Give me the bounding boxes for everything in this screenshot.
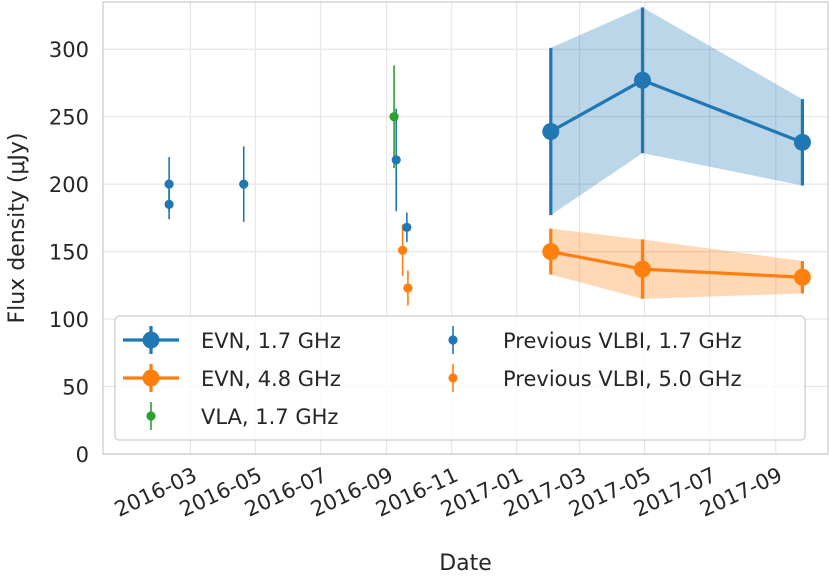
- legend-box: [114, 315, 806, 441]
- data-points: [164, 71, 811, 293]
- data-point: [164, 199, 174, 209]
- legend: EVN, 1.7 GHz EVN, 4.8 GHz VLA, 1.7 GHz Prev…: [114, 315, 806, 441]
- data-point: [542, 123, 560, 141]
- data-point: [633, 260, 651, 278]
- data-point: [164, 179, 174, 189]
- legend-label: EVN, 1.7 GHz: [201, 329, 341, 353]
- legend-marker: [146, 411, 156, 421]
- data-point: [239, 179, 249, 189]
- error-bands: [550, 7, 803, 299]
- data-point: [389, 112, 399, 122]
- y-axis-label: Flux density (μJy): [5, 132, 30, 323]
- plot-frame: [102, 1, 829, 455]
- legend-label: Previous VLBI, 1.7 GHz: [503, 329, 742, 353]
- legend-label: EVN, 4.8 GHz: [201, 367, 341, 391]
- data-point: [403, 283, 413, 293]
- data-point: [542, 243, 560, 261]
- y-tick-label: 0: [76, 443, 89, 467]
- y-tick-label: 300: [49, 38, 89, 62]
- data-point: [391, 155, 401, 165]
- legend-marker: [142, 331, 160, 349]
- data-point: [633, 71, 651, 89]
- y-tick-label: 50: [62, 376, 89, 400]
- data-point: [793, 268, 811, 286]
- y-axis-ticks: 0 50 100 150 200 250 300: [49, 38, 89, 467]
- data-point: [402, 222, 412, 232]
- legend-marker: [448, 373, 458, 383]
- error-band: [550, 7, 803, 216]
- data-point: [397, 245, 408, 255]
- y-tick-label: 250: [49, 106, 89, 130]
- legend-label: Previous VLBI, 5.0 GHz: [503, 367, 742, 391]
- x-axis-label: Date: [439, 551, 492, 576]
- legend-label: VLA, 1.7 GHz: [201, 405, 338, 429]
- y-tick-label: 150: [49, 241, 89, 265]
- data-point: [793, 133, 811, 151]
- y-tick-label: 200: [49, 173, 89, 197]
- error-band: [550, 228, 803, 299]
- y-tick-label: 100: [49, 308, 89, 332]
- legend-marker: [142, 369, 160, 387]
- legend-marker: [448, 335, 458, 345]
